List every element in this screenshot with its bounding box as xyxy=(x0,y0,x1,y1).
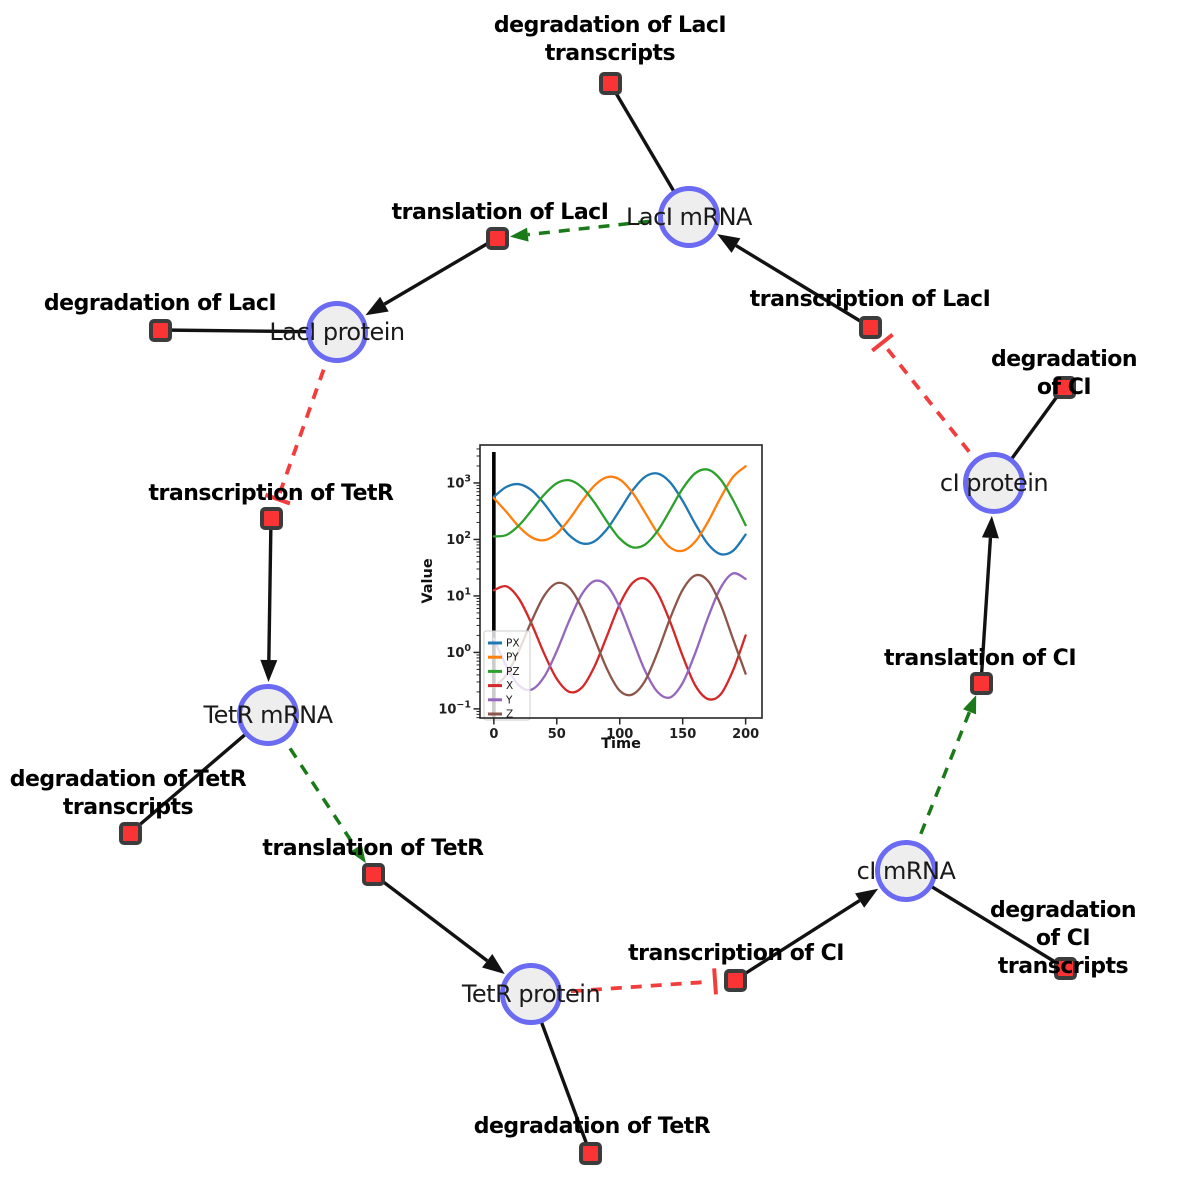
reaction-node-deg_laci_transcripts[interactable] xyxy=(598,71,622,95)
legend-label-X: X xyxy=(506,680,513,692)
x-tick-label-0: 0 xyxy=(489,727,498,742)
x-tick-label-50: 50 xyxy=(548,727,566,742)
reaction-node-deg_tetr[interactable] xyxy=(578,1141,602,1165)
edge-translation_laci-laci_protein xyxy=(365,236,498,316)
y-tick-label-1e3: 103 xyxy=(446,473,471,491)
reaction-node-translation_laci[interactable] xyxy=(485,226,509,250)
x-tick-label-100: 100 xyxy=(606,727,633,742)
series-X xyxy=(492,576,747,701)
species-node-tetr_protein[interactable] xyxy=(500,963,562,1025)
edge-deg_ci_transcripts-ci_mrna xyxy=(905,869,1066,970)
x-tick-label-200: 200 xyxy=(732,727,759,742)
reaction-node-translation_tetr[interactable] xyxy=(361,862,385,886)
chart-legend: PX PY PZ XYZ xyxy=(483,630,531,721)
legend-label-PX: PX xyxy=(506,638,520,650)
series-Z xyxy=(492,573,747,697)
series-PZ xyxy=(492,468,747,549)
species-node-ci_mrna[interactable] xyxy=(875,840,937,902)
legend-entry-PZ: PZ xyxy=(488,666,520,678)
edge-transcription_tetr-tetr_mrna xyxy=(260,517,278,683)
reaction-node-translation_ci[interactable] xyxy=(969,671,993,695)
legend-label-Y: Y xyxy=(505,694,513,706)
edge-transcription_laci-laci_mrna xyxy=(717,234,871,329)
reaction-node-deg_ci[interactable] xyxy=(1052,375,1076,399)
axes-frame xyxy=(479,444,763,719)
legend-entry-PY: PY xyxy=(488,652,519,664)
species-node-tetr_mrna[interactable] xyxy=(237,684,299,746)
legend-entry-Y: Y xyxy=(488,694,513,706)
reaction-node-transcription_laci[interactable] xyxy=(858,315,882,339)
legend-label-Z: Z xyxy=(506,709,513,721)
edge-translation_ci-ci_protein xyxy=(979,515,999,684)
legend-label-PY: PY xyxy=(506,652,519,664)
reaction-node-transcription_ci[interactable] xyxy=(723,968,747,992)
reaction-node-transcription_tetr[interactable] xyxy=(259,506,283,530)
y-tick-label-1e1: 101 xyxy=(446,586,471,604)
series-Y xyxy=(492,572,747,699)
species-node-ci_protein[interactable] xyxy=(963,452,1025,514)
timecourse-inset-chart: PX PY PZ X Y Z 0 50 100 150 200 103 102 101 100 10−1 Ti… xyxy=(416,434,776,764)
edge-transcription_ci-ci_mrna xyxy=(734,888,879,982)
chart-ylabel: Value xyxy=(420,558,436,604)
reaction-node-deg_laci[interactable] xyxy=(148,318,172,342)
reaction-node-deg_tetr_transcripts[interactable] xyxy=(118,821,142,845)
species-node-laci_protein[interactable] xyxy=(306,301,368,363)
legend-entry-X: X xyxy=(488,680,513,692)
edge-translation_tetr-tetr_protein xyxy=(371,872,505,975)
y-tick-label-1e-1: 10−1 xyxy=(438,699,471,717)
series-PX xyxy=(492,472,747,556)
chart-xlabel: Time xyxy=(601,736,641,752)
y-tick-label-1e2: 102 xyxy=(446,530,471,548)
legend-entry-Z: Z xyxy=(488,709,513,721)
legend-entry-PX: PX xyxy=(488,638,520,650)
y-tick-label-1e0: 100 xyxy=(446,643,471,661)
reaction-node-deg_ci_transcripts[interactable] xyxy=(1053,956,1077,980)
species-node-laci_mrna[interactable] xyxy=(658,186,720,248)
legend-label-PZ: PZ xyxy=(506,666,520,678)
series-PY xyxy=(492,465,747,553)
x-tick-label-150: 150 xyxy=(669,727,696,742)
